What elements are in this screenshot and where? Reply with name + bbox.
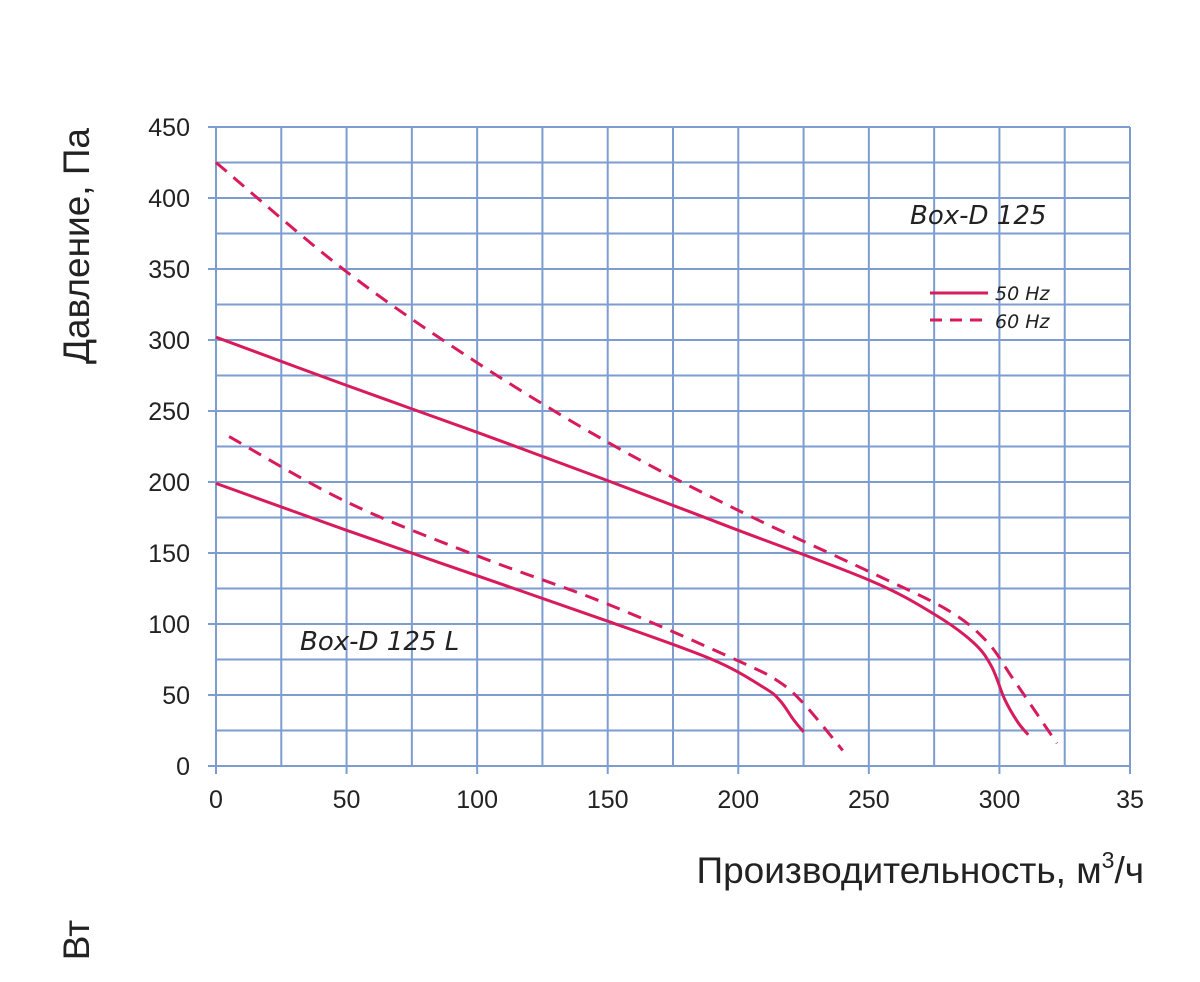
x-axis-title-sup: 3: [1102, 847, 1115, 873]
x-tick-labels: 0 50 100 150 200 250 300 35: [209, 786, 1144, 814]
curve-box-d-125-dashed: [215, 161, 1059, 745]
y-tick-label: 300: [148, 327, 190, 355]
x-axis-title-tail: /ч: [1114, 850, 1144, 891]
y-tick-label: 200: [148, 469, 190, 497]
legend: 50 Hz 60 Hz: [930, 283, 1051, 333]
curve-box-d-125-solid: [215, 335, 1030, 736]
y-tick-label: 450: [148, 114, 190, 142]
model-label-box-d-125-l: Box-D 125 L: [300, 627, 459, 657]
y-tick-label: 150: [148, 540, 190, 568]
cut-off-axis-fragment: Вт: [56, 920, 97, 960]
x-axis-title-main: Производительность, м: [697, 850, 1102, 891]
grid: [208, 126, 1131, 774]
x-tick-label: 0: [209, 786, 223, 814]
legend-label-50hz: 50 Hz: [995, 283, 1051, 305]
y-tick-label: 0: [176, 753, 190, 781]
x-tick-label: 35: [1116, 786, 1144, 814]
y-tick-label: 50: [162, 682, 190, 710]
x-tick-label: 300: [979, 786, 1021, 814]
x-tick-label: 200: [717, 786, 759, 814]
x-tick-label: 150: [587, 786, 629, 814]
x-tick-label: 50: [333, 786, 361, 814]
y-tick-labels: 0 50 100 150 200 250 300 350 400 450: [148, 114, 190, 781]
legend-label-60hz: 60 Hz: [995, 311, 1051, 333]
curve-box-d-125-l-solid: [215, 481, 805, 733]
x-axis-title: Производительность, м3/ч: [697, 847, 1144, 891]
performance-curves: [215, 161, 1059, 752]
y-tick-label: 350: [148, 256, 190, 284]
y-tick-label: 100: [148, 611, 190, 639]
x-tick-label: 100: [456, 786, 498, 814]
x-tick-label: 250: [848, 786, 890, 814]
model-label-box-d-125: Box-D 125: [910, 201, 1046, 231]
y-tick-label: 250: [148, 398, 190, 426]
y-tick-label: 400: [148, 185, 190, 213]
curve-box-d-125-l-dashed: [228, 435, 844, 752]
y-axis-title: Давление, Па: [56, 128, 97, 364]
